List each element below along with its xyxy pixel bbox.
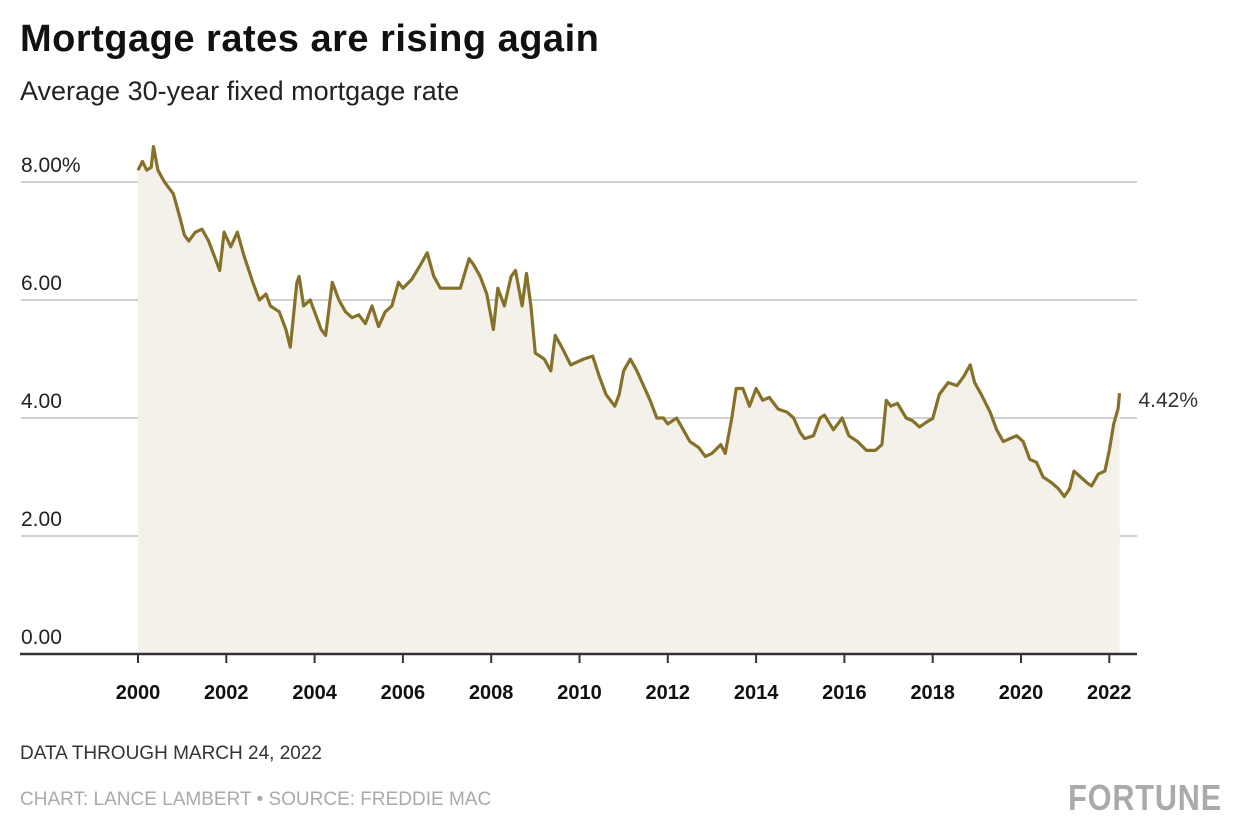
y-tick-label: 6.00 [21, 272, 62, 295]
x-tick-label: 2010 [557, 682, 602, 704]
x-tick-label: 2020 [999, 682, 1044, 704]
latest-rate-label: 4.42% [1138, 389, 1198, 412]
fortune-logo: FORTUNE [1068, 777, 1222, 818]
data-note: DATA THROUGH MARCH 24, 2022 [20, 743, 322, 764]
chart-title: Mortgage rates are rising again [20, 18, 600, 60]
x-tick-label: 2018 [910, 682, 955, 704]
y-tick-label: 0.00 [21, 626, 62, 649]
chart-credit: CHART: LANCE LAMBERT • SOURCE: FREDDIE M… [20, 789, 492, 810]
x-tick-label: 2022 [1087, 682, 1132, 704]
rate-area-fill [138, 146, 1120, 654]
y-tick-label: 8.00% [21, 154, 81, 177]
x-tick-label: 2012 [646, 682, 691, 704]
x-tick-label: 2000 [116, 682, 161, 704]
chart-subtitle: Average 30-year fixed mortgage rate [20, 76, 460, 106]
x-tick-label: 2002 [204, 682, 249, 704]
rate-line [136, 145, 1122, 499]
y-tick-label: 4.00 [21, 390, 62, 413]
x-tick-label: 2016 [822, 682, 867, 704]
x-tick-label: 2006 [381, 682, 426, 704]
x-tick-label: 2008 [469, 682, 514, 704]
y-axis-labels: 0.00 2.00 4.00 6.00 8.00% [21, 154, 81, 649]
x-axis-ticks: 2000 2002 2004 2006 2008 2010 2012 2014 2016 2018… [116, 654, 1132, 704]
y-tick-label: 2.00 [21, 508, 62, 531]
x-tick-label: 2004 [292, 682, 337, 704]
x-tick-label: 2014 [734, 682, 779, 704]
